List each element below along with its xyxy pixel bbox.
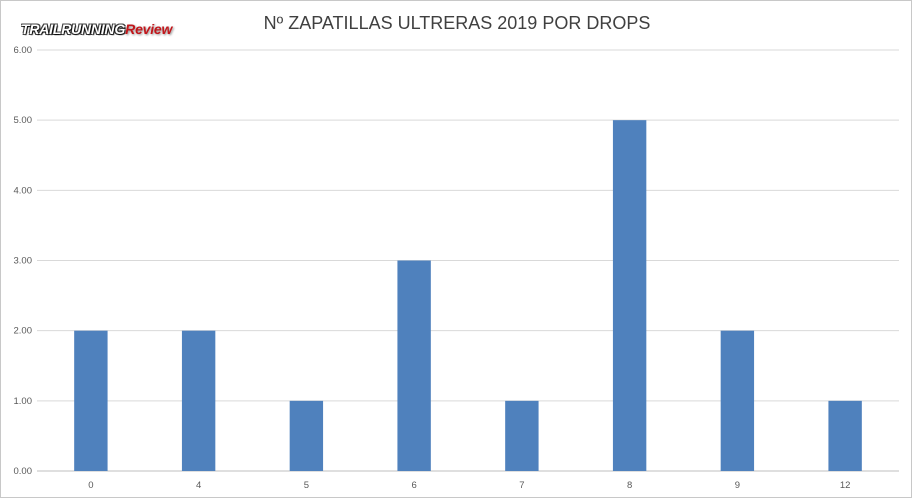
x-tick-label: 4 [196,480,201,491]
y-tick-label: 0.00 [14,466,33,477]
logo-text-review: Review [125,21,173,37]
brand-logo: TRAILRUNNINGReview [21,21,172,37]
bar [612,120,647,472]
x-tick-label: 5 [304,480,309,491]
x-tick-label: 9 [735,480,740,491]
y-tick-label: 4.00 [14,185,33,196]
x-tick-label: 0 [88,480,93,491]
bar [181,330,216,471]
bar [720,330,755,471]
y-tick-label: 6.00 [14,45,33,56]
x-tick-label: 7 [519,480,524,491]
x-tick-label: 12 [840,480,851,491]
bar [397,260,431,471]
y-tick-label: 1.00 [14,396,33,407]
logo-text-trailrunning: TRAILRUNNING [21,21,126,37]
bar [828,400,862,471]
x-tick-label: 6 [411,480,416,491]
chart-title: Nº ZAPATILLAS ULTRERAS 2019 POR DROPS [263,13,651,33]
y-tick-label: 5.00 [14,115,33,126]
bar [289,400,324,471]
y-tick-label: 2.00 [14,326,33,337]
y-tick-label: 3.00 [14,256,33,267]
x-tick-label: 8 [627,480,632,491]
bar [74,330,108,471]
bar [505,400,539,471]
